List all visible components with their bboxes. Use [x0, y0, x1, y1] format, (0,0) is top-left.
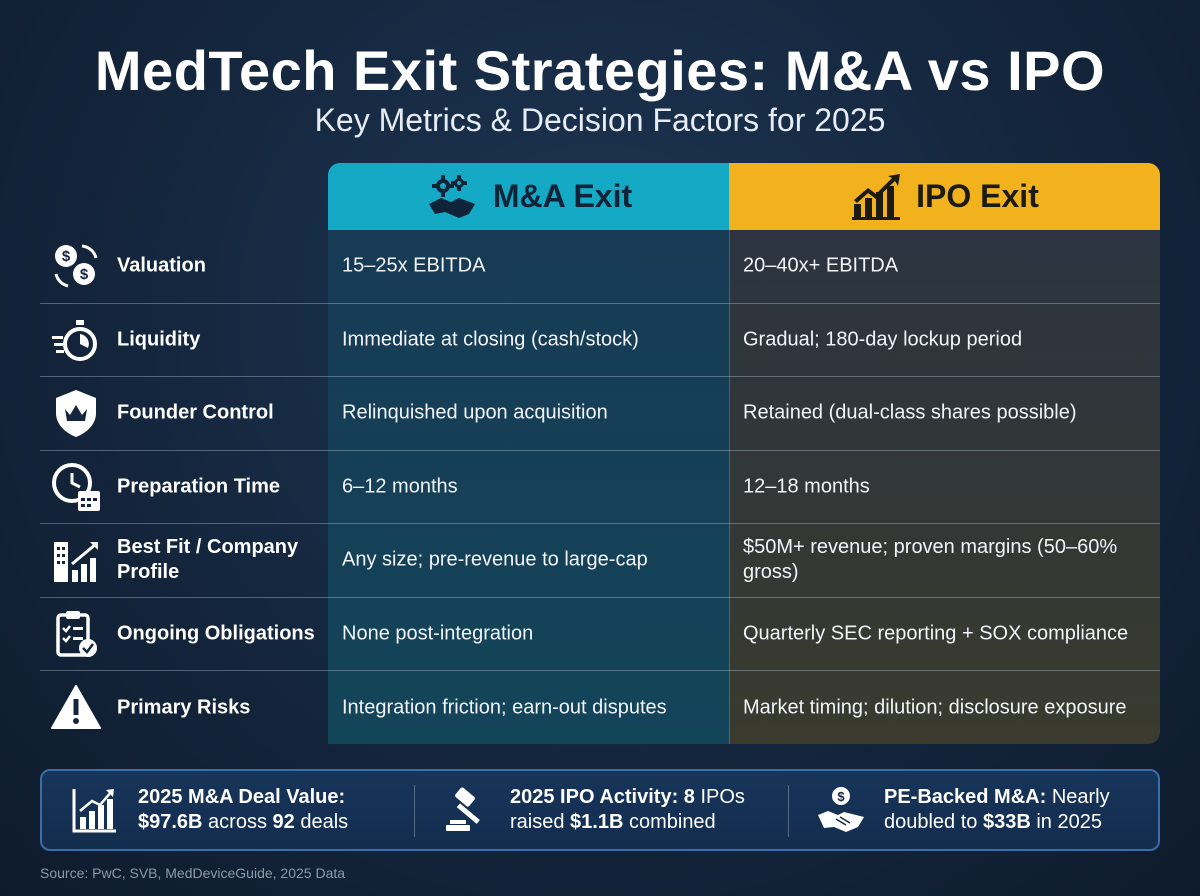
page-subtitle: Key Metrics & Decision Factors for 2025 [314, 102, 886, 138]
dollar-exchange-icon: $ $ [50, 240, 102, 292]
svg-text:$: $ [80, 266, 89, 283]
ma-cell: Immediate at closing (cash/stock) [342, 328, 639, 351]
clipboard-check-icon [50, 608, 102, 660]
row-label: Ongoing Obligations [117, 622, 315, 645]
ma-column-title: M&A Exit [492, 178, 633, 214]
growth-chart-icon [70, 785, 120, 835]
row-label: Founder Control [117, 401, 274, 424]
stopwatch-icon [50, 314, 102, 366]
ma-cell: Any size; pre-revenue to large-cap [342, 548, 648, 571]
table-row-liquidity: Liquidity Immediate at closing (cash/sto… [40, 304, 1160, 377]
ma-cell: Relinquished upon acquisition [342, 401, 608, 424]
stat-text: in 2025 [1030, 811, 1102, 833]
stat-heading: PE-Backed M&A: [884, 786, 1047, 808]
row-label: Best Fit / Company Profile [117, 536, 299, 584]
table-row-primary-risks: Primary Risks Integration friction; earn… [40, 671, 1160, 745]
svg-text:$: $ [62, 248, 71, 265]
row-label: Liquidity [117, 328, 201, 351]
stat-text: combined [623, 811, 716, 833]
ipo-cell: Gradual; 180-day lockup period [743, 328, 1023, 351]
clock-calendar-icon [50, 461, 102, 513]
row-label: Preparation Time [117, 475, 281, 498]
ipo-cell: Retained (dual-class shares possible) [743, 401, 1077, 424]
page-title: MedTech Exit Strategies: M&A vs IPO [94, 39, 1106, 102]
table-row-best-fit: Best Fit / Company Profile Any size; pre… [40, 524, 1160, 598]
stat-text: deals [294, 811, 349, 833]
source-note: Source: PwC, SVB, MedDeviceGuide, 2025 D… [40, 865, 346, 881]
ipo-column-title: IPO Exit [916, 178, 1039, 214]
ipo-cell: $50M+ revenue; proven margins (50–60% gr… [743, 536, 1118, 584]
table-row-valuation: $ $ Valuation 15–25x EBITDA 20–40x+ EBIT… [40, 230, 1160, 304]
stat-ma-deal-value: 2025 M&A Deal Value: $97.6B across 92 de… [70, 771, 410, 849]
warning-icon [50, 682, 102, 734]
crown-shield-icon [50, 387, 102, 439]
ipo-column-background [729, 230, 1160, 744]
stats-bar: 2025 M&A Deal Value: $97.6B across 92 de… [40, 769, 1160, 851]
ipo-column-header: IPO Exit [729, 163, 1160, 230]
table-row-ongoing-obligations: Ongoing Obligations None post-integratio… [40, 598, 1160, 671]
row-label: Valuation [117, 254, 206, 277]
column-divider [729, 230, 730, 744]
table-row-preparation-time: Preparation Time 6–12 months 12–18 month… [40, 451, 1160, 524]
stat-heading: 2025 IPO Activity: 8 [510, 786, 695, 808]
ipo-cell: Quarterly SEC reporting + SOX compliance [743, 622, 1129, 645]
stat-value: $97.6B [138, 811, 203, 833]
gavel-icon [442, 785, 492, 835]
stat-text: raised [510, 811, 571, 833]
bar-chart-arrow-icon [850, 173, 904, 220]
ipo-cell: 20–40x+ EBITDA [743, 254, 899, 277]
stat-ipo-activity: 2025 IPO Activity: 8 IPOs raised $1.1B c… [442, 771, 802, 849]
stat-value: $33B [982, 811, 1031, 833]
ma-cell: Integration friction; earn-out disputes [342, 696, 667, 719]
stat-text: across [202, 811, 273, 833]
stat-text: doubled to [884, 811, 983, 833]
buildings-chart-icon [50, 534, 102, 586]
stat-count: 92 [272, 811, 295, 833]
dollar-handshake-icon: $ [816, 785, 866, 835]
stat-heading: 2025 M&A Deal Value: [138, 786, 346, 808]
stat-text: Nearly [1046, 786, 1110, 808]
stats-divider [414, 785, 415, 837]
stat-text: IPOs [694, 786, 745, 808]
stat-value: $1.1B [570, 811, 624, 833]
gears-handshake-icon [425, 174, 481, 220]
ma-column-header: M&A Exit [328, 163, 729, 230]
table-row-founder-control: Founder Control Relinquished upon acquis… [40, 377, 1160, 451]
ipo-cell: 12–18 months [743, 475, 870, 498]
stats-divider [788, 785, 789, 837]
stat-pe-backed: $ PE-Backed M&A: Nearly doubled to $33B … [816, 771, 1156, 849]
ma-cell: 15–25x EBITDA [342, 254, 486, 277]
svg-text:$: $ [837, 789, 845, 804]
row-label: Primary Risks [117, 696, 251, 719]
ma-cell: None post-integration [342, 622, 534, 645]
ma-cell: 6–12 months [342, 475, 458, 498]
ipo-cell: Market timing; dilution; disclosure expo… [743, 696, 1127, 719]
ma-column-background [328, 230, 729, 744]
